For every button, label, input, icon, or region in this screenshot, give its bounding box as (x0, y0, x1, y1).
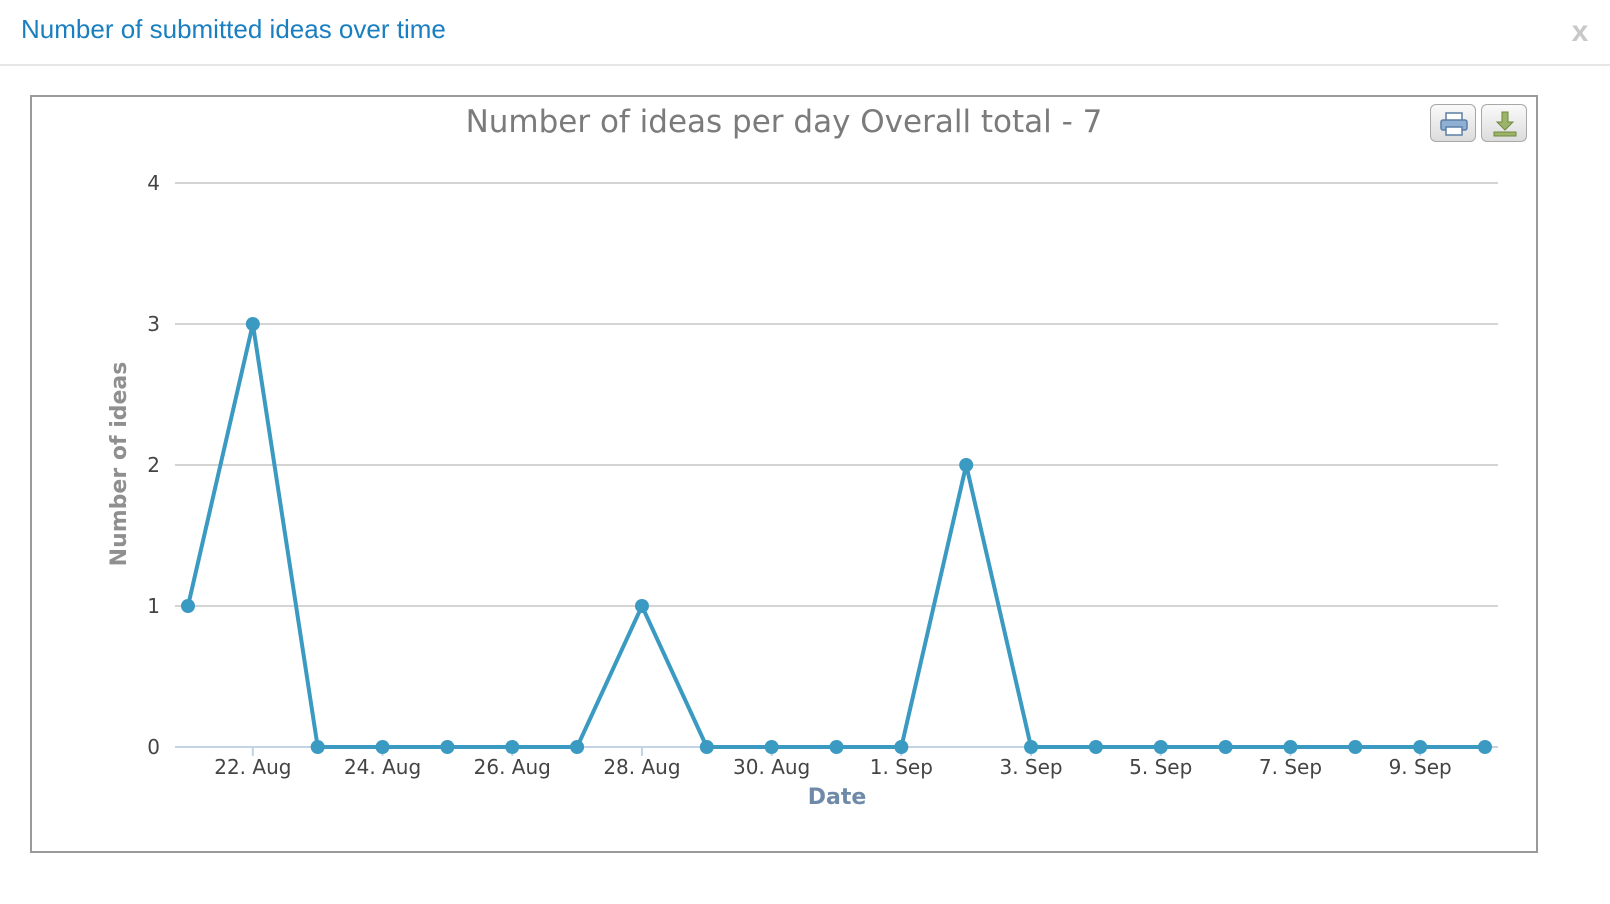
data-point[interactable] (440, 740, 454, 754)
data-point[interactable] (570, 740, 584, 754)
chart-title: Number of ideas per day Overall total - … (466, 104, 1103, 140)
data-point[interactable] (376, 740, 390, 754)
data-point[interactable] (830, 740, 844, 754)
y-axis-title: Number of ideas (107, 362, 132, 567)
y-tick-label: 3 (147, 312, 160, 336)
data-point[interactable] (311, 740, 325, 754)
y-tick-label: 0 (147, 735, 160, 759)
data-point[interactable] (765, 740, 779, 754)
x-tick-label: 1. Sep (870, 755, 933, 779)
x-axis-title: Date (808, 785, 867, 810)
data-point[interactable] (1219, 740, 1233, 754)
x-tick-label: 30. Aug (733, 755, 810, 779)
x-tick-label: 24. Aug (344, 755, 421, 779)
x-tick-label: 22. Aug (214, 755, 291, 779)
series-ideas (181, 317, 1492, 754)
printer-icon (1431, 105, 1477, 143)
x-tick-label: 28. Aug (603, 755, 680, 779)
y-tick-label: 2 (147, 453, 160, 477)
data-point[interactable] (1154, 740, 1168, 754)
data-point[interactable] (181, 599, 195, 613)
y-tick-label: 1 (147, 594, 160, 618)
y-axis: 0 1 2 3 4 (147, 171, 160, 759)
data-point[interactable] (1478, 740, 1492, 754)
x-tick-label: 3. Sep (999, 755, 1062, 779)
print-button[interactable] (1430, 104, 1476, 142)
data-point[interactable] (635, 599, 649, 613)
data-point[interactable] (246, 317, 260, 331)
y-tick-label: 4 (147, 171, 160, 195)
data-point[interactable] (1089, 740, 1103, 754)
download-icon (1482, 105, 1528, 143)
x-tick-label: 5. Sep (1129, 755, 1192, 779)
x-tick-label: 26. Aug (474, 755, 551, 779)
data-point[interactable] (894, 740, 908, 754)
download-button[interactable] (1481, 104, 1527, 142)
data-point[interactable] (1283, 740, 1297, 754)
data-point[interactable] (505, 740, 519, 754)
data-point[interactable] (1348, 740, 1362, 754)
data-point[interactable] (1024, 740, 1038, 754)
data-point[interactable] (1413, 740, 1427, 754)
grid-lines (175, 183, 1498, 606)
data-point[interactable] (700, 740, 714, 754)
x-tick-label: 9. Sep (1389, 755, 1452, 779)
data-point[interactable] (959, 458, 973, 472)
series-line (188, 324, 1485, 747)
x-tick-label: 7. Sep (1259, 755, 1322, 779)
